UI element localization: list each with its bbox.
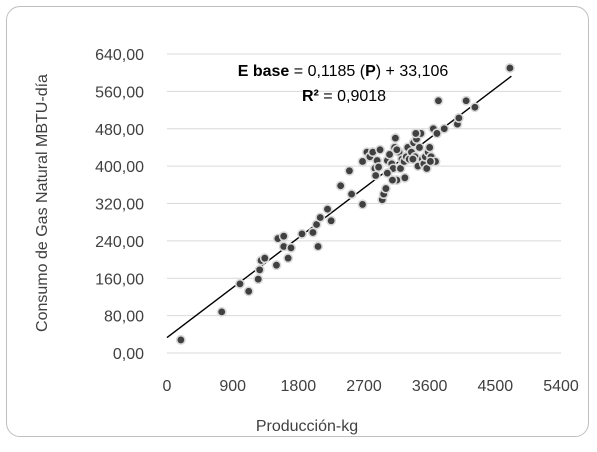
x-axis-ticks: 0 900 1800 2700 3600 4500 5400 — [163, 378, 579, 395]
x-tick-label: 2700 — [346, 378, 382, 395]
y-tick-label: 320,00 — [95, 197, 144, 214]
data-point — [234, 278, 245, 289]
data-point — [439, 123, 450, 134]
data-point — [433, 95, 444, 106]
data-point — [216, 306, 227, 317]
data-point — [387, 175, 398, 186]
data-point — [391, 144, 402, 155]
trendline-equation: E base = 0,1185 (P) + 33,106 — [238, 63, 449, 80]
data-point — [278, 231, 289, 242]
data-point — [469, 102, 480, 113]
y-tick-label: 640,00 — [95, 47, 144, 64]
data-point — [461, 95, 472, 106]
x-tick-label: 4500 — [478, 378, 514, 395]
data-point — [375, 144, 386, 155]
trendline — [166, 75, 512, 339]
data-point — [283, 253, 294, 264]
data-point — [271, 260, 282, 271]
equation-part: P — [365, 63, 376, 80]
y-axis-ticks: 0,00 80,00 160,00 240,00 320,00 400,00 480,00 5… — [95, 47, 144, 363]
y-tick-label: 240,00 — [95, 234, 144, 251]
data-point — [322, 204, 333, 215]
data-point — [382, 168, 393, 179]
x-tick-label: 900 — [219, 378, 246, 395]
r-squared-part: R² — [302, 88, 319, 105]
data-point — [384, 149, 395, 160]
data-point — [243, 286, 254, 297]
chart-frame: 0,00 80,00 160,00 240,00 320,00 400,00 480,00 5… — [6, 6, 589, 437]
data-point — [254, 264, 265, 275]
data-points — [175, 63, 515, 345]
data-point — [335, 180, 346, 191]
data-point — [370, 170, 381, 181]
data-point — [344, 165, 355, 176]
scatter-chart: 0,00 80,00 160,00 240,00 320,00 400,00 480,00 5… — [34, 47, 579, 435]
data-point — [313, 241, 324, 252]
y-tick-label: 480,00 — [95, 122, 144, 139]
data-point — [357, 156, 368, 167]
y-tick-label: 560,00 — [95, 84, 144, 101]
trendline-group — [166, 75, 512, 339]
data-point — [425, 156, 436, 167]
data-point — [175, 334, 186, 345]
data-point — [399, 172, 410, 183]
x-tick-label: 3600 — [412, 378, 448, 395]
x-axis-title: Producción-kg — [256, 418, 358, 435]
data-point — [504, 63, 515, 74]
data-point — [414, 142, 425, 153]
data-point — [431, 128, 442, 139]
y-tick-label: 160,00 — [95, 271, 144, 288]
r-squared-part: = 0,9018 — [319, 88, 386, 105]
data-point — [390, 133, 401, 144]
data-point — [286, 242, 297, 253]
data-point — [424, 142, 435, 153]
data-point — [326, 215, 337, 226]
equation-part: ) + 33,106 — [376, 63, 449, 80]
y-tick-label: 400,00 — [95, 159, 144, 176]
x-tick-label: 1800 — [281, 378, 317, 395]
data-point — [307, 227, 318, 238]
y-tick-label: 0,00 — [113, 346, 144, 363]
data-point — [346, 189, 357, 200]
data-point — [296, 228, 307, 239]
data-point — [373, 162, 384, 173]
equation-part: = 0,1185 ( — [289, 63, 365, 80]
y-tick-label: 80,00 — [104, 309, 144, 326]
data-point — [357, 199, 368, 210]
data-point — [407, 154, 418, 165]
data-point — [253, 274, 264, 285]
equation-part: E base — [238, 63, 290, 80]
data-point — [410, 128, 421, 139]
data-point — [315, 212, 326, 223]
r-squared-label: R² = 0,9018 — [302, 88, 386, 105]
x-tick-label: 5400 — [543, 378, 579, 395]
data-point — [453, 113, 464, 124]
data-point — [380, 183, 391, 194]
x-tick-label: 0 — [163, 378, 172, 395]
data-point — [259, 253, 270, 264]
y-axis-title: Consumo de Gas Natural MBTU-día — [34, 74, 51, 332]
